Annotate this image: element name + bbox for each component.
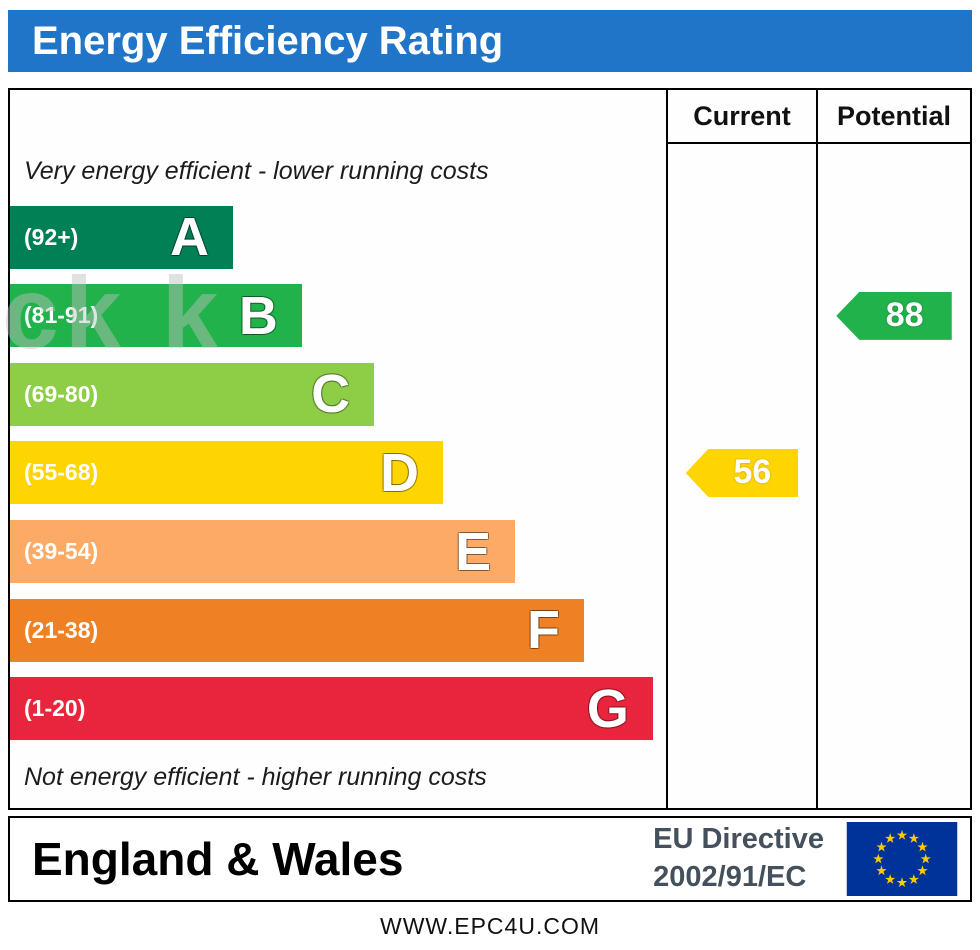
band-a-letter: A bbox=[170, 207, 210, 268]
current-rating-arrow: 56 bbox=[685, 448, 799, 497]
bands-pane: Very energy efficient - lower running co… bbox=[10, 144, 666, 808]
band-e: (39-54) E bbox=[10, 520, 516, 584]
band-d-letter: D bbox=[379, 442, 419, 503]
potential-rating-value: 88 bbox=[885, 296, 924, 335]
band-row-b: (81-91) B bbox=[10, 277, 666, 356]
page-title-text: Energy Efficiency Rating bbox=[32, 18, 504, 63]
band-row-e: (39-54) E bbox=[10, 512, 666, 591]
website-url: WWW.EPC4U.COM bbox=[380, 913, 600, 939]
band-f-range: (21-38) bbox=[24, 616, 99, 643]
page-title: Energy Efficiency Rating bbox=[8, 10, 972, 72]
band-e-letter: E bbox=[455, 521, 492, 582]
eu-directive-label: EU Directive 2002/91/EC bbox=[653, 821, 824, 896]
band-a-range: (92+) bbox=[24, 223, 79, 250]
band-row-g: (1-20) G bbox=[10, 669, 666, 748]
band-c: (69-80) C bbox=[10, 362, 375, 426]
potential-column-header: Potential bbox=[816, 90, 970, 144]
band-c-letter: C bbox=[311, 364, 351, 425]
band-d-range: (55-68) bbox=[24, 459, 99, 486]
band-row-d: (55-68) D bbox=[10, 434, 666, 513]
band-e-range: (39-54) bbox=[24, 538, 99, 565]
band-b: (81-91) B bbox=[10, 284, 302, 348]
top-note: Very energy efficient - lower running co… bbox=[24, 156, 489, 185]
region-label: England & Wales bbox=[32, 833, 404, 885]
energy-rating-chart: Current Potential Very energy efficient … bbox=[8, 88, 972, 810]
current-column-header: Current bbox=[666, 90, 816, 144]
band-f: (21-38) F bbox=[10, 598, 584, 662]
band-row-c: (69-80) C bbox=[10, 355, 666, 434]
eu-directive-line1: EU Directive bbox=[653, 823, 824, 856]
current-rating-value: 56 bbox=[733, 453, 772, 492]
band-row-a: (92+) A bbox=[10, 198, 666, 277]
band-g-letter: G bbox=[586, 678, 629, 739]
band-row-f: (21-38) F bbox=[10, 591, 666, 670]
band-b-range: (81-91) bbox=[24, 302, 99, 329]
chart-corner bbox=[10, 90, 666, 144]
footer: England & Wales EU Directive 2002/91/EC bbox=[8, 816, 972, 902]
band-g-range: (1-20) bbox=[24, 695, 86, 722]
band-d: (55-68) D bbox=[10, 441, 443, 505]
band-b-letter: B bbox=[238, 285, 278, 346]
current-pane: 56 bbox=[666, 144, 816, 808]
band-a: (92+) A bbox=[10, 205, 234, 269]
eu-directive-line2: 2002/91/EC bbox=[653, 861, 807, 893]
band-c-range: (69-80) bbox=[24, 380, 99, 407]
potential-pane: 88 bbox=[816, 144, 970, 808]
band-f-letter: F bbox=[527, 600, 560, 661]
eu-flag-icon bbox=[846, 822, 958, 896]
band-g: (1-20) G bbox=[10, 677, 653, 741]
potential-rating-arrow: 88 bbox=[836, 291, 952, 340]
bottom-note: Not energy efficient - higher running co… bbox=[24, 763, 487, 792]
